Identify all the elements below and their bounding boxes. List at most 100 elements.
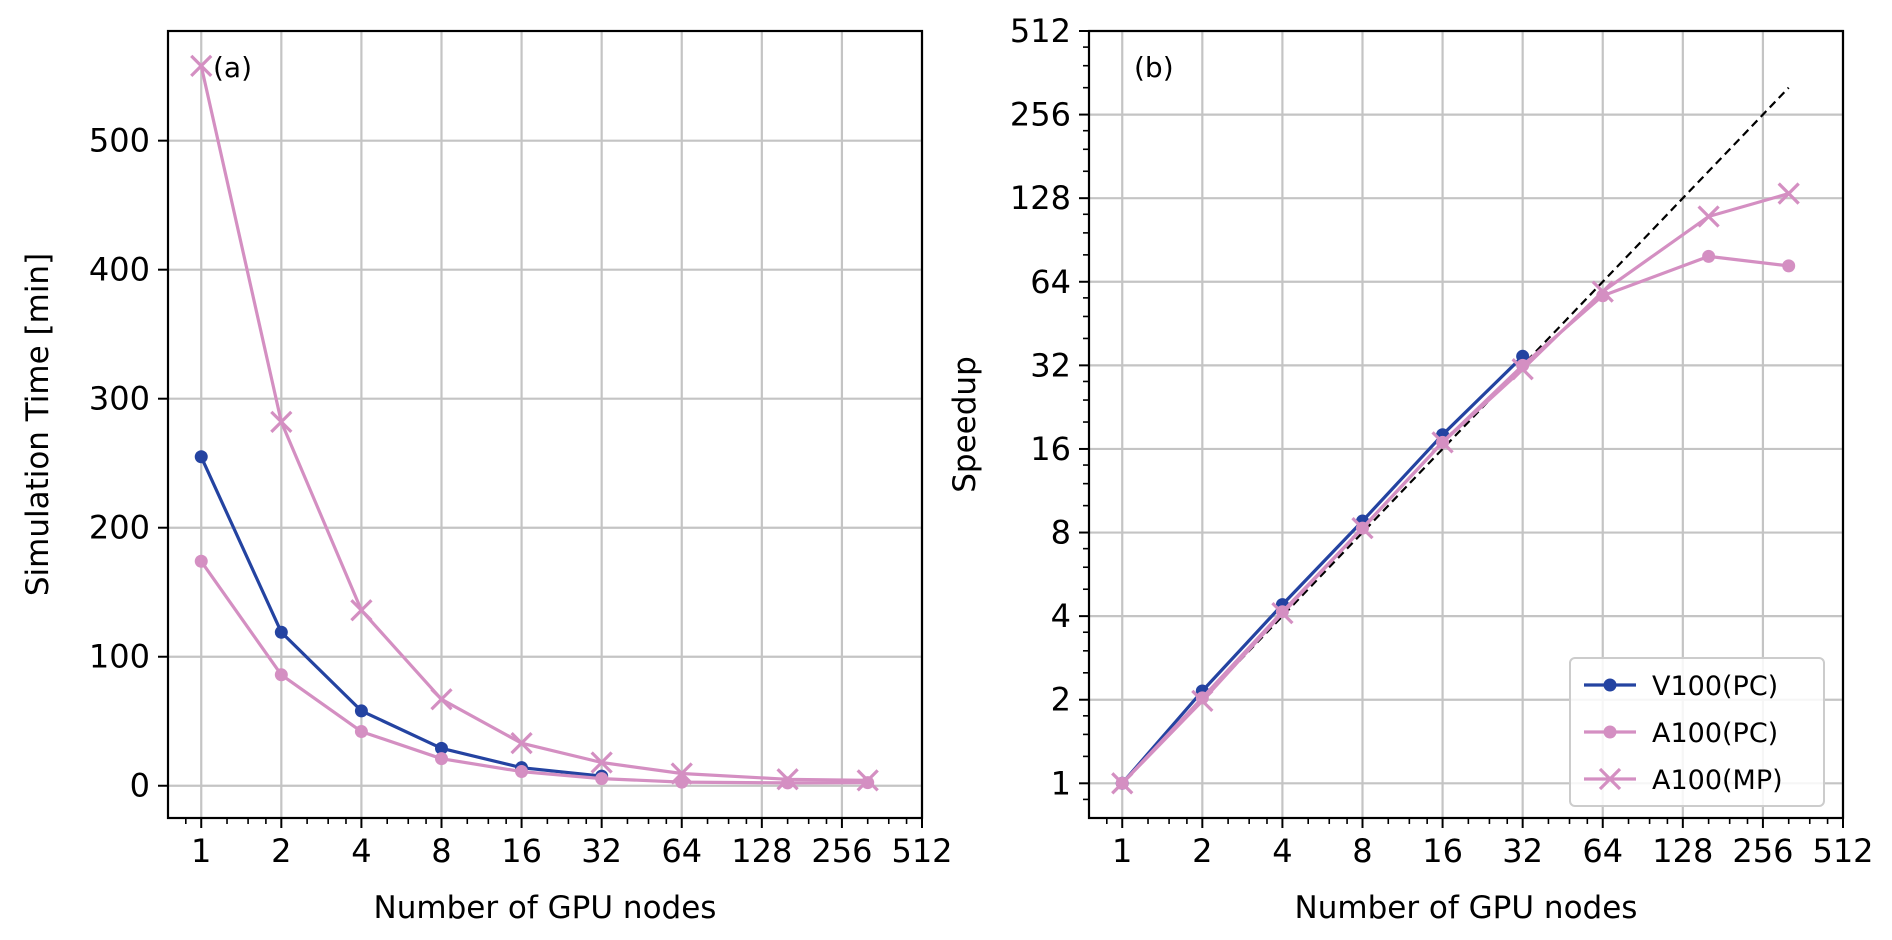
x-axis: 1 2 4 8 16 32 64 128 256 512	[1112, 818, 1874, 870]
data-point	[274, 668, 288, 682]
x-tick-label: 2	[271, 832, 291, 870]
x-tick-label: 8	[431, 832, 451, 870]
y-tick-label: 256	[1010, 96, 1071, 134]
x-tick-label: 16	[501, 832, 542, 870]
x-tick-label: 16	[1422, 832, 1463, 870]
data-point	[1351, 516, 1374, 540]
x-tick-label: 64	[1582, 832, 1623, 870]
legend-item: A100(MP)	[1584, 765, 1783, 796]
minor-ticks	[185, 818, 908, 824]
legend-swatch-marker	[1598, 767, 1622, 791]
x-tick-label: 4	[1272, 832, 1292, 870]
data-point	[1271, 602, 1294, 625]
y-tick-label: 512	[1010, 12, 1071, 50]
data-point	[1191, 689, 1214, 713]
data-point	[1511, 358, 1534, 381]
y-tick-label: 4	[1051, 597, 1071, 635]
data-point	[1431, 431, 1454, 454]
data-point	[670, 762, 693, 785]
y-tick-label: 500	[89, 122, 150, 160]
y-tick-label: 16	[1030, 430, 1071, 468]
y-tick-label: 8	[1051, 514, 1071, 552]
y-tick-label: 2	[1051, 681, 1071, 719]
series-line	[199, 560, 868, 785]
x-tick-label: 1	[1112, 832, 1132, 870]
data-point	[194, 554, 208, 568]
data-point	[1697, 205, 1720, 228]
legend-label: V100(PC)	[1652, 671, 1778, 702]
x-tick-label: 2	[1192, 832, 1212, 870]
y-tick-label: 32	[1030, 346, 1071, 384]
x-tick-label: 128	[1652, 832, 1713, 870]
data-point	[510, 732, 533, 755]
panel-b: 1 2 4 8 16 32 64 128 256 512 1 2 4 8 16 32 64 128 256 512 Nu…	[947, 12, 1874, 926]
x-tick-label: 32	[581, 832, 622, 870]
x-tick-label: 64	[661, 832, 702, 870]
legend-label: A100(PC)	[1652, 718, 1778, 749]
x-axis: 1 2 4 8 16 32 64 128 256 512	[191, 818, 953, 870]
data-point	[776, 768, 799, 791]
series-line	[199, 456, 602, 778]
data-point	[595, 772, 609, 786]
data-point	[434, 752, 448, 766]
x-tick-label: 128	[731, 832, 792, 870]
legend-item: V100(PC)	[1584, 671, 1778, 702]
plot-area	[1111, 86, 1800, 795]
x-tick-label: 256	[1732, 832, 1793, 870]
panel-label: (b)	[1134, 51, 1174, 84]
x-axis-label: Number of GPU nodes	[374, 890, 717, 926]
data-point	[1777, 182, 1800, 205]
x-tick-label: 256	[811, 832, 872, 870]
data-point	[1702, 249, 1716, 263]
data-point	[1111, 772, 1134, 795]
series-v100-pc	[194, 450, 609, 783]
x-axis-label: Number of GPU nodes	[1295, 890, 1638, 926]
x-tick-label: 512	[891, 832, 952, 870]
data-point	[1782, 259, 1796, 273]
data-point	[1591, 280, 1614, 303]
plot-frame	[1087, 29, 1845, 820]
data-point	[1516, 358, 1530, 372]
x-tick-label: 8	[1352, 832, 1372, 870]
series-line	[1120, 355, 1524, 785]
series-line	[199, 65, 868, 782]
data-point	[354, 704, 368, 718]
y-tick-label: 64	[1030, 263, 1071, 301]
y-tick-label: 1	[1051, 764, 1071, 802]
data-point	[856, 769, 879, 792]
y-tick-label: 100	[89, 638, 150, 676]
plot-frame	[166, 29, 924, 820]
data-point	[430, 688, 453, 711]
panel-label: (a)	[213, 51, 252, 84]
series-a100-pc	[194, 554, 875, 790]
y-tick-label: 300	[89, 380, 150, 418]
data-point	[194, 450, 208, 464]
legend-label: A100(MP)	[1652, 765, 1783, 796]
x-tick-label: 512	[1812, 832, 1873, 870]
data-point	[590, 751, 613, 774]
legend: V100(PC) A100(PC) A100(MP)	[1569, 657, 1825, 807]
data-point	[434, 741, 448, 755]
x-tick-label: 32	[1502, 832, 1543, 870]
y-tick-label: 0	[130, 767, 150, 805]
data-point	[274, 625, 288, 639]
gridlines	[168, 31, 924, 818]
data-point	[354, 725, 368, 739]
series-a100-mp	[1111, 182, 1800, 795]
y-axis: 1 2 4 8 16 32 64 128 256 512	[1010, 12, 1089, 802]
y-axis-label: Simulation Time [min]	[20, 253, 56, 596]
y-axis-label: Speedup	[947, 356, 983, 493]
plot-area	[190, 54, 879, 792]
legend-box	[1569, 657, 1825, 807]
x-tick-label: 1	[191, 832, 211, 870]
y-tick-label: 400	[89, 251, 150, 289]
panel-a: 1 2 4 8 16 32 64 128 256 512 0 100 200 300 400 500 Numbe…	[20, 29, 953, 926]
data-point	[515, 765, 529, 779]
data-point	[1195, 691, 1209, 705]
data-point	[190, 54, 213, 77]
series-a100-mp	[190, 54, 879, 792]
data-point	[350, 599, 373, 622]
legend-swatch-marker	[1603, 678, 1617, 692]
x-tick-label: 4	[351, 832, 371, 870]
